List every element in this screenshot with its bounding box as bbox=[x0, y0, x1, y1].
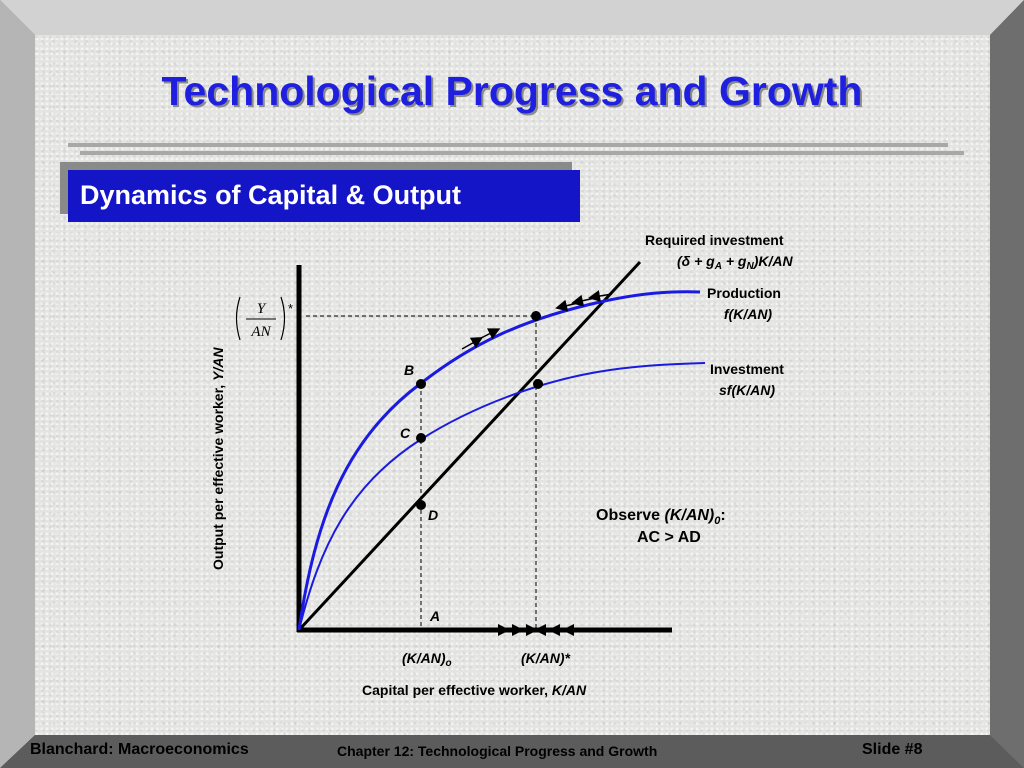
x-axis-label: Capital per effective worker, K/AN bbox=[362, 682, 587, 698]
investment-formula: sf(K/AN) bbox=[719, 382, 775, 398]
steady-state-investment-point bbox=[533, 379, 543, 389]
initial-capital-label: (K/AN)o bbox=[402, 650, 452, 669]
arrow-right-icon bbox=[461, 337, 484, 350]
production-formula: f(K/AN) bbox=[724, 306, 773, 322]
point-c bbox=[416, 433, 426, 443]
point-c-label: C bbox=[400, 425, 411, 441]
required-investment-formula: (δ + gA + gN)K/AN bbox=[677, 253, 793, 272]
arrow-right-icon bbox=[478, 328, 501, 340]
slide-title: Technological Progress and Growth bbox=[161, 68, 863, 114]
steady-state-capital-label: (K/AN)* bbox=[521, 650, 571, 666]
point-a-label: A bbox=[429, 608, 440, 624]
steady-state-output-point bbox=[531, 311, 541, 321]
point-b bbox=[416, 379, 426, 389]
arrow-left-icon bbox=[555, 299, 579, 312]
footer-book: Blanchard: Macroeconomics bbox=[30, 741, 249, 758]
title-rule-top bbox=[68, 143, 948, 147]
y-axis-label: Output per effective worker, Y/AN bbox=[210, 347, 226, 570]
investment-label: Investment bbox=[710, 361, 784, 377]
required-investment-label: Required investment bbox=[645, 232, 784, 248]
point-d bbox=[416, 500, 426, 510]
production-curve bbox=[297, 290, 701, 631]
title-rule-bottom bbox=[80, 151, 964, 155]
subtitle-bar bbox=[68, 170, 580, 222]
arrow-left-icon bbox=[588, 290, 613, 302]
investment-curve bbox=[298, 362, 706, 631]
svg-text:Output per effective worker, Y: Output per effective worker, Y/AN bbox=[210, 347, 226, 570]
steady-state-output-symbol: Y AN * bbox=[235, 296, 293, 341]
footer-chapter: Chapter 12: Technological Progress and G… bbox=[337, 743, 658, 759]
observe-note: Observe (K/AN)0: bbox=[596, 507, 726, 527]
point-d-label: D bbox=[428, 507, 438, 523]
footer-slide-number: Slide #8 bbox=[862, 741, 923, 758]
point-b-label: B bbox=[404, 362, 414, 378]
required-investment-line bbox=[297, 260, 642, 632]
svg-text:AN: AN bbox=[250, 324, 271, 340]
svg-text:*: * bbox=[288, 301, 293, 316]
slide-subtitle: Dynamics of Capital & Output bbox=[80, 180, 462, 210]
observe-comparison: AC > AD bbox=[637, 529, 701, 546]
production-label: Production bbox=[707, 285, 781, 301]
svg-text:Y: Y bbox=[257, 301, 267, 317]
arrow-left-icon bbox=[571, 294, 596, 307]
